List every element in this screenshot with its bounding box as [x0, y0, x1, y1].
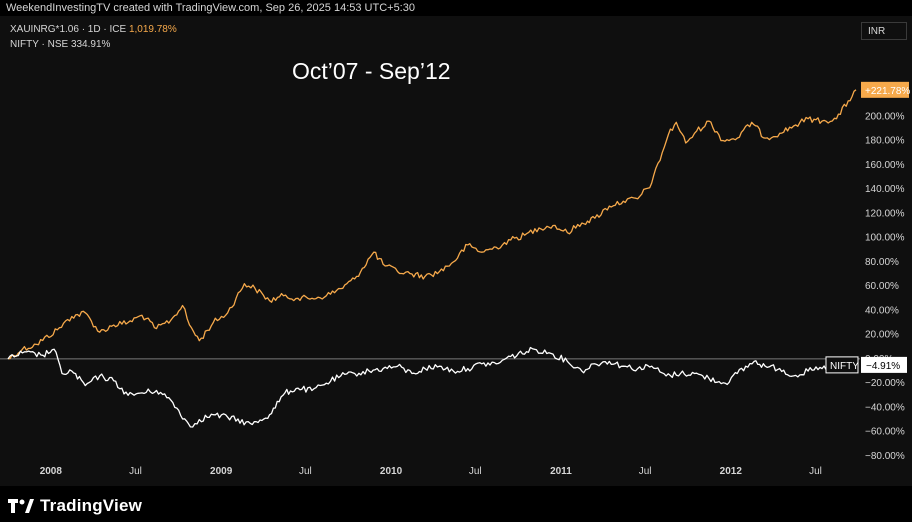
nifty-end-value-label: −4.91%: [866, 361, 900, 372]
y-tick-label: 40.00%: [865, 305, 899, 316]
y-tick-label: −20.00%: [865, 378, 905, 389]
y-axis-labels: 200.00% 180.00% 160.00% 140.00% 120.00% 100.0…: [865, 111, 905, 462]
x-tick-label: 2012: [720, 466, 743, 477]
legend-nifty-series[interactable]: NIFTY · NSE 334.91%: [10, 39, 110, 50]
y-tick-label: −80.00%: [865, 451, 905, 462]
x-tick-label: Jul: [299, 466, 312, 477]
x-tick-label: Jul: [129, 466, 142, 477]
y-tick-label: 140.00%: [865, 184, 905, 195]
x-tick-label: 2008: [40, 466, 63, 477]
y-tick-label: 160.00%: [865, 160, 905, 171]
nifty-name-tag: [825, 356, 859, 374]
x-tick-label: Jul: [469, 466, 482, 477]
series-lines: [7, 89, 857, 428]
y-tick-label: 60.00%: [865, 281, 899, 292]
y-tick-label: 100.00%: [865, 233, 905, 244]
y-tick-label: 200.00%: [865, 111, 905, 122]
x-tick-label: 2010: [380, 466, 403, 477]
y-tick-label: 80.00%: [865, 257, 899, 268]
branding-bar: TradingView: [0, 486, 912, 522]
tradingview-logo[interactable]: TradingView: [8, 496, 142, 516]
series-line-nifty: [7, 346, 857, 428]
legend-gold-value: 1,019.78%: [128, 24, 177, 35]
legend-nifty-value: 334.91%: [70, 39, 111, 50]
x-tick-label: Jul: [809, 466, 822, 477]
tradingview-logo-icon: [8, 499, 34, 513]
legend-gold-series[interactable]: XAUINRG*1.06 · 1D · ICE 1,019.78%: [10, 24, 177, 35]
plot-area[interactable]: [0, 16, 860, 464]
tradingview-logo-text: TradingView: [40, 496, 143, 515]
price-chart[interactable]: 200.00% 180.00% 160.00% 140.00% 120.00% 100.0…: [0, 16, 912, 486]
legend-nifty-label: NIFTY · NSE: [10, 39, 69, 50]
y-tick-label: 120.00%: [865, 208, 905, 219]
series-end-labels: +221.78% NIFTY −4.91%: [825, 81, 910, 374]
currency-selector[interactable]: INR: [861, 22, 907, 40]
gold-end-value-box: [861, 81, 909, 98]
y-tick-label: 20.00%: [865, 330, 899, 341]
legend-gold-label: XAUINRG*1.06 · 1D · ICE: [10, 24, 127, 35]
y-tick-label: −60.00%: [865, 427, 905, 438]
x-tick-label: Jul: [639, 466, 652, 477]
y-tick-label: 180.00%: [865, 136, 905, 147]
attribution-bar: WeekendInvestingTV created with TradingV…: [0, 0, 912, 16]
series-line-gold: [7, 89, 857, 360]
x-tick-label: 2011: [550, 466, 572, 477]
x-axis-labels: 2008 Jul 2009 Jul 2010 Jul 2011 Jul 2012 Jul: [40, 466, 822, 477]
gold-end-value-label: +221.78%: [865, 86, 910, 97]
nifty-end-value-box: [861, 356, 907, 373]
attribution-text: WeekendInvestingTV created with TradingV…: [6, 2, 415, 14]
nifty-name-tag-text: NIFTY: [830, 361, 859, 372]
x-tick-label: 2009: [210, 466, 233, 477]
y-tick-label: −40.00%: [865, 402, 905, 413]
period-annotation: Oct’07 - Sep’12: [292, 58, 451, 84]
